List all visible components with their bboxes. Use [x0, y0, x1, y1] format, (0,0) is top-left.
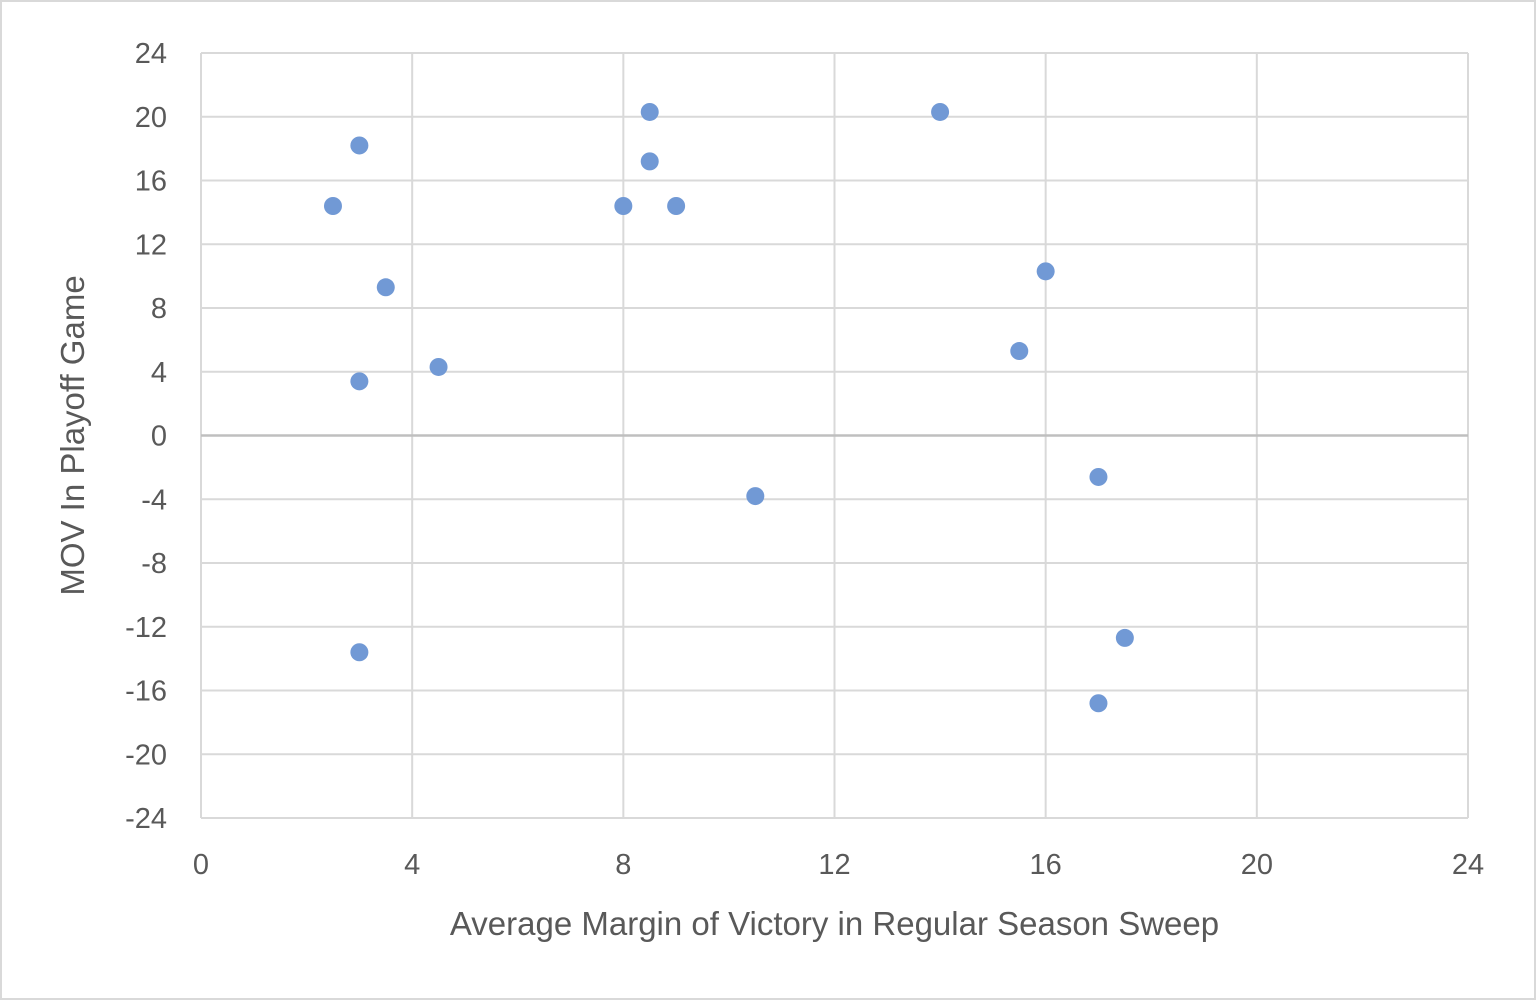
- y-tick-label: 4: [151, 357, 167, 389]
- y-tick-label: 12: [135, 229, 167, 261]
- y-tick-label: 16: [135, 166, 167, 198]
- y-tick-label: 0: [151, 421, 167, 453]
- x-tick-label: 0: [193, 849, 209, 881]
- y-tick-label: -24: [125, 803, 167, 835]
- y-tick-label: 20: [135, 102, 167, 134]
- x-axis-title: Average Margin of Victory in Regular Sea…: [450, 905, 1219, 942]
- data-point: [350, 372, 369, 391]
- data-point: [1115, 628, 1134, 647]
- y-axis-title: MOV In Playoff Game: [54, 275, 91, 595]
- x-tick-label: 24: [1452, 849, 1484, 881]
- data-point: [1089, 467, 1108, 486]
- data-point: [350, 643, 369, 662]
- y-axis-ticks: 24 20 16 12 8 4 0 -4 -8 -12 -16 -20 -24: [125, 38, 167, 835]
- data-point: [667, 197, 686, 215]
- data-point: [1036, 262, 1055, 281]
- x-tick-label: 16: [1030, 849, 1062, 881]
- x-tick-label: 12: [818, 849, 850, 881]
- data-point: [323, 197, 342, 215]
- x-tick-label: 20: [1241, 849, 1273, 881]
- y-tick-label: 24: [135, 38, 167, 70]
- data-point: [640, 102, 659, 121]
- x-tick-label: 8: [615, 849, 631, 881]
- data-point: [746, 487, 765, 506]
- y-tick-label: -16: [125, 676, 167, 708]
- data-point: [429, 357, 448, 376]
- data-point: [1010, 342, 1029, 361]
- data-points: [323, 102, 1134, 713]
- y-tick-label: -12: [125, 612, 167, 644]
- data-point: [614, 197, 633, 215]
- data-point: [376, 278, 395, 297]
- y-tick-label: -20: [125, 739, 167, 771]
- data-point: [350, 136, 369, 155]
- data-point: [1089, 694, 1108, 713]
- x-tick-label: 4: [404, 849, 420, 881]
- data-point: [931, 102, 950, 121]
- y-tick-label: 8: [151, 293, 167, 325]
- y-tick-label: -8: [141, 548, 167, 580]
- y-tick-label: -4: [141, 484, 167, 516]
- x-axis-ticks: 0 4 8 12 16 20 24: [193, 849, 1484, 881]
- data-point: [640, 152, 659, 171]
